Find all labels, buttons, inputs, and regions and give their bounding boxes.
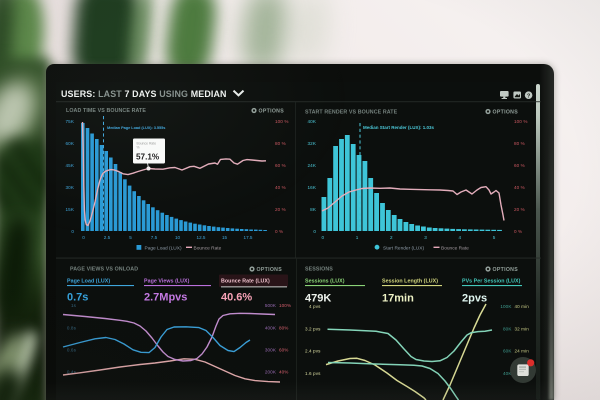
svg-text:1.6 pvs: 1.6 pvs [305,371,321,376]
svg-text:Page Load (LUX): Page Load (LUX) [145,245,182,251]
svg-text:16K: 16K [308,185,317,190]
svg-text:100K: 100K [500,304,512,309]
svg-text:40 %: 40 % [514,185,525,190]
svg-text:Sessions (LUX): Sessions (LUX) [305,279,345,285]
svg-text:2: 2 [390,235,393,240]
svg-text:0: 0 [313,229,316,234]
svg-text:Bounce Rate: Bounce Rate [441,245,469,251]
svg-text:0 %: 0 % [514,229,522,234]
svg-text:24K: 24K [308,163,317,168]
svg-text:200K: 200K [265,370,277,375]
svg-text:PVs Per Session (LUX): PVs Per Session (LUX) [462,279,521,285]
svg-text:24 min: 24 min [515,349,530,354]
svg-text:32 min: 32 min [515,327,530,332]
svg-text:Start Render (LUX): Start Render (LUX) [383,245,424,251]
svg-text:100 %: 100 % [514,119,528,124]
svg-text:75K: 75K [66,119,75,124]
svg-text:2.4 pvs: 2.4 pvs [305,349,321,354]
svg-text:40 min: 40 min [515,304,530,309]
svg-text:40 %: 40 % [275,185,286,190]
svg-text:USERS: LAST 7 DAYS USING MEDIA: USERS: LAST 7 DAYS USING MEDIAN [61,89,227,99]
svg-text:OPTIONS: OPTIONS [257,267,283,273]
svg-text:0: 0 [71,229,74,234]
svg-text:45K: 45K [66,163,75,168]
svg-text:1: 1 [356,235,359,240]
svg-text:7.5: 7.5 [151,235,158,240]
svg-text:OPTIONS: OPTIONS [259,109,285,115]
svg-text:?: ? [527,93,531,99]
svg-text:5: 5 [493,235,496,240]
svg-text:100 %: 100 % [275,119,289,124]
svg-text:0.7s: 0.7s [67,292,88,304]
svg-text:SESSIONS: SESSIONS [305,267,333,273]
svg-text:80K: 80K [503,327,512,332]
svg-text:40.6%: 40.6% [221,292,252,304]
svg-text:8K: 8K [310,207,317,212]
svg-text:80%: 80% [279,325,289,330]
svg-text:Page Load (LUX): Page Load (LUX) [67,279,110,285]
svg-text:0: 0 [82,235,85,240]
svg-text:32K: 32K [308,141,317,146]
svg-text:OPTIONS: OPTIONS [493,110,519,116]
svg-text:17.5: 17.5 [244,235,253,240]
svg-text:60%: 60% [279,347,289,352]
svg-text:0.6s: 0.6s [67,347,77,352]
svg-text:3: 3 [424,235,427,240]
svg-text:LOAD TIME VS BOUNCE RATE: LOAD TIME VS BOUNCE RATE [66,108,146,114]
svg-text:57.1%: 57.1% [136,153,160,162]
svg-text:PAGE VIEWS VS ONLOAD: PAGE VIEWS VS ONLOAD [70,267,138,273]
svg-text:Bounce Rate: Bounce Rate [194,245,222,251]
svg-text:40%: 40% [279,370,289,375]
svg-text:0: 0 [322,235,325,240]
svg-text:400K: 400K [265,325,277,330]
svg-text:Page Views (LUX): Page Views (LUX) [144,279,190,285]
svg-text:500K: 500K [265,303,277,308]
svg-text:0 %: 0 % [275,229,283,234]
svg-text:60 %: 60 % [275,163,286,168]
svg-text:2pvs: 2pvs [462,293,487,305]
svg-text:80 %: 80 % [514,141,525,146]
svg-text:Bounce Rate (LUX): Bounce Rate (LUX) [221,279,270,285]
svg-text:4 pvs: 4 pvs [309,304,321,309]
svg-text:40K: 40K [308,119,317,124]
svg-text:4: 4 [459,235,462,240]
svg-text:1s: 1s [71,303,77,308]
svg-text:10: 10 [175,235,181,240]
svg-text:40K: 40K [503,371,512,376]
svg-text:3.2 pvs: 3.2 pvs [305,327,321,332]
svg-text:2.5: 2.5 [104,235,111,240]
svg-text:300K: 300K [265,347,277,352]
svg-text:Session Length (LUX): Session Length (LUX) [382,279,438,285]
svg-text:100%: 100% [279,303,291,308]
svg-text:15: 15 [222,235,228,240]
svg-text:0.8s: 0.8s [67,325,77,330]
svg-text:Median Page Load (LUX): 3.555s: Median Page Load (LUX): 3.555s [107,125,165,130]
svg-text:%: % [137,146,140,150]
svg-text:START RENDER VS BOUNCE RATE: START RENDER VS BOUNCE RATE [305,110,398,116]
svg-text:60K: 60K [66,141,75,146]
svg-text:479K: 479K [305,293,331,305]
svg-text:60K: 60K [503,349,512,354]
svg-text:Bounce Rate: Bounce Rate [137,142,157,146]
svg-text:0.4s: 0.4s [67,370,77,375]
svg-text:15K: 15K [66,207,75,212]
svg-text:OPTIONS: OPTIONS [493,267,519,273]
svg-text:20 %: 20 % [275,207,286,212]
svg-text:2.7Mpvs: 2.7Mpvs [144,292,187,304]
svg-text:Median Start Render (LUX): 1.0: Median Start Render (LUX): 1.03s [363,125,435,130]
svg-text:17min: 17min [382,293,414,305]
svg-text:80 %: 80 % [275,141,286,146]
svg-text:20 %: 20 % [514,207,525,212]
svg-text:5: 5 [129,235,132,240]
svg-text:12.5: 12.5 [197,235,206,240]
svg-text:30K: 30K [66,185,75,190]
svg-text:60 %: 60 % [514,163,525,168]
